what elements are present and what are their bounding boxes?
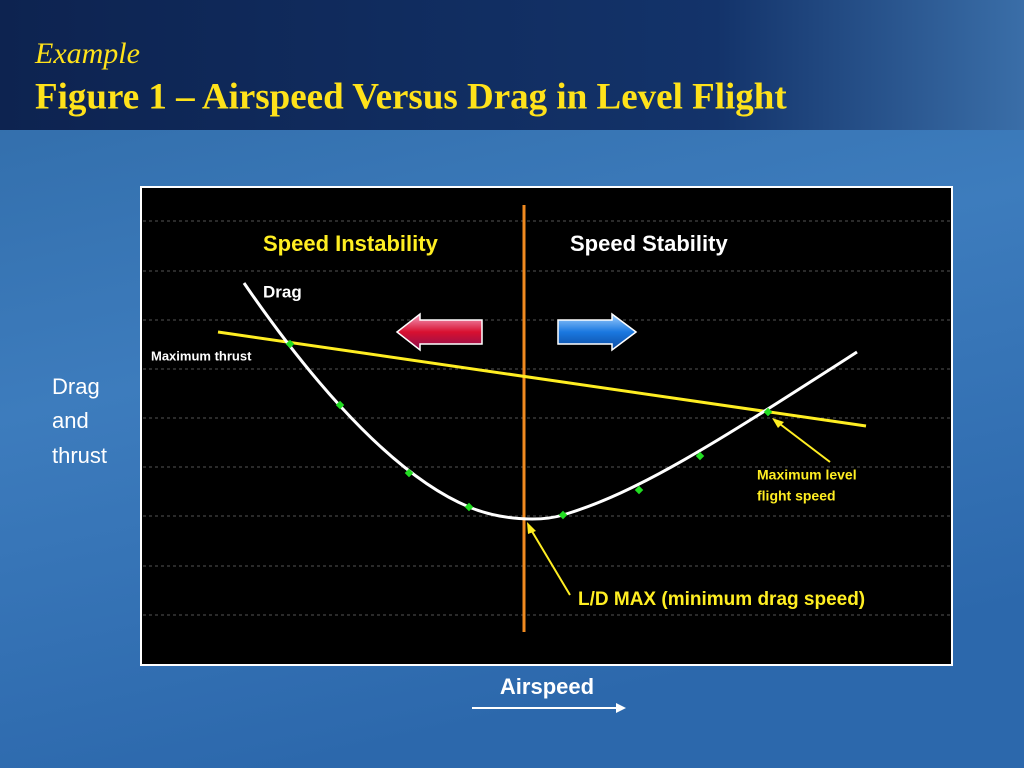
pointer-line xyxy=(529,527,571,596)
y-axis-label: and xyxy=(52,408,89,433)
y-axis-label: thrust xyxy=(52,443,107,468)
point xyxy=(695,451,705,461)
x-axis-label: Airspeed xyxy=(500,674,594,699)
instability-arrow xyxy=(395,312,483,352)
grid xyxy=(143,220,950,616)
region-label: Speed Stability xyxy=(570,231,728,256)
max-speed-label: Maximum level xyxy=(757,467,857,483)
header-band xyxy=(0,0,1024,130)
x-axis-arrow-head xyxy=(616,703,626,713)
thrust-line xyxy=(217,330,867,428)
max-speed-label: flight speed xyxy=(757,488,836,504)
thrust-label: Maximum thrust xyxy=(151,348,252,363)
point xyxy=(404,468,414,478)
curve-points xyxy=(285,339,773,520)
point xyxy=(464,502,474,512)
drag-curve xyxy=(242,282,858,521)
point xyxy=(285,339,295,349)
pointer-head xyxy=(772,418,784,428)
drag-label: Drag xyxy=(263,282,302,301)
plot-area xyxy=(140,186,953,666)
y-axis-label: Drag xyxy=(52,374,100,399)
point xyxy=(335,400,345,410)
pointer-head xyxy=(527,522,536,534)
ld-max-label: L/D MAX (minimum drag speed) xyxy=(578,589,865,610)
point xyxy=(634,485,644,495)
point xyxy=(763,407,773,417)
pointer-line xyxy=(775,420,831,463)
region-label: Speed Instability xyxy=(263,231,439,256)
subtitle: Example xyxy=(34,37,140,70)
title: Figure 1 – Airspeed Versus Drag in Level… xyxy=(35,76,787,117)
stability-arrow xyxy=(557,312,638,352)
